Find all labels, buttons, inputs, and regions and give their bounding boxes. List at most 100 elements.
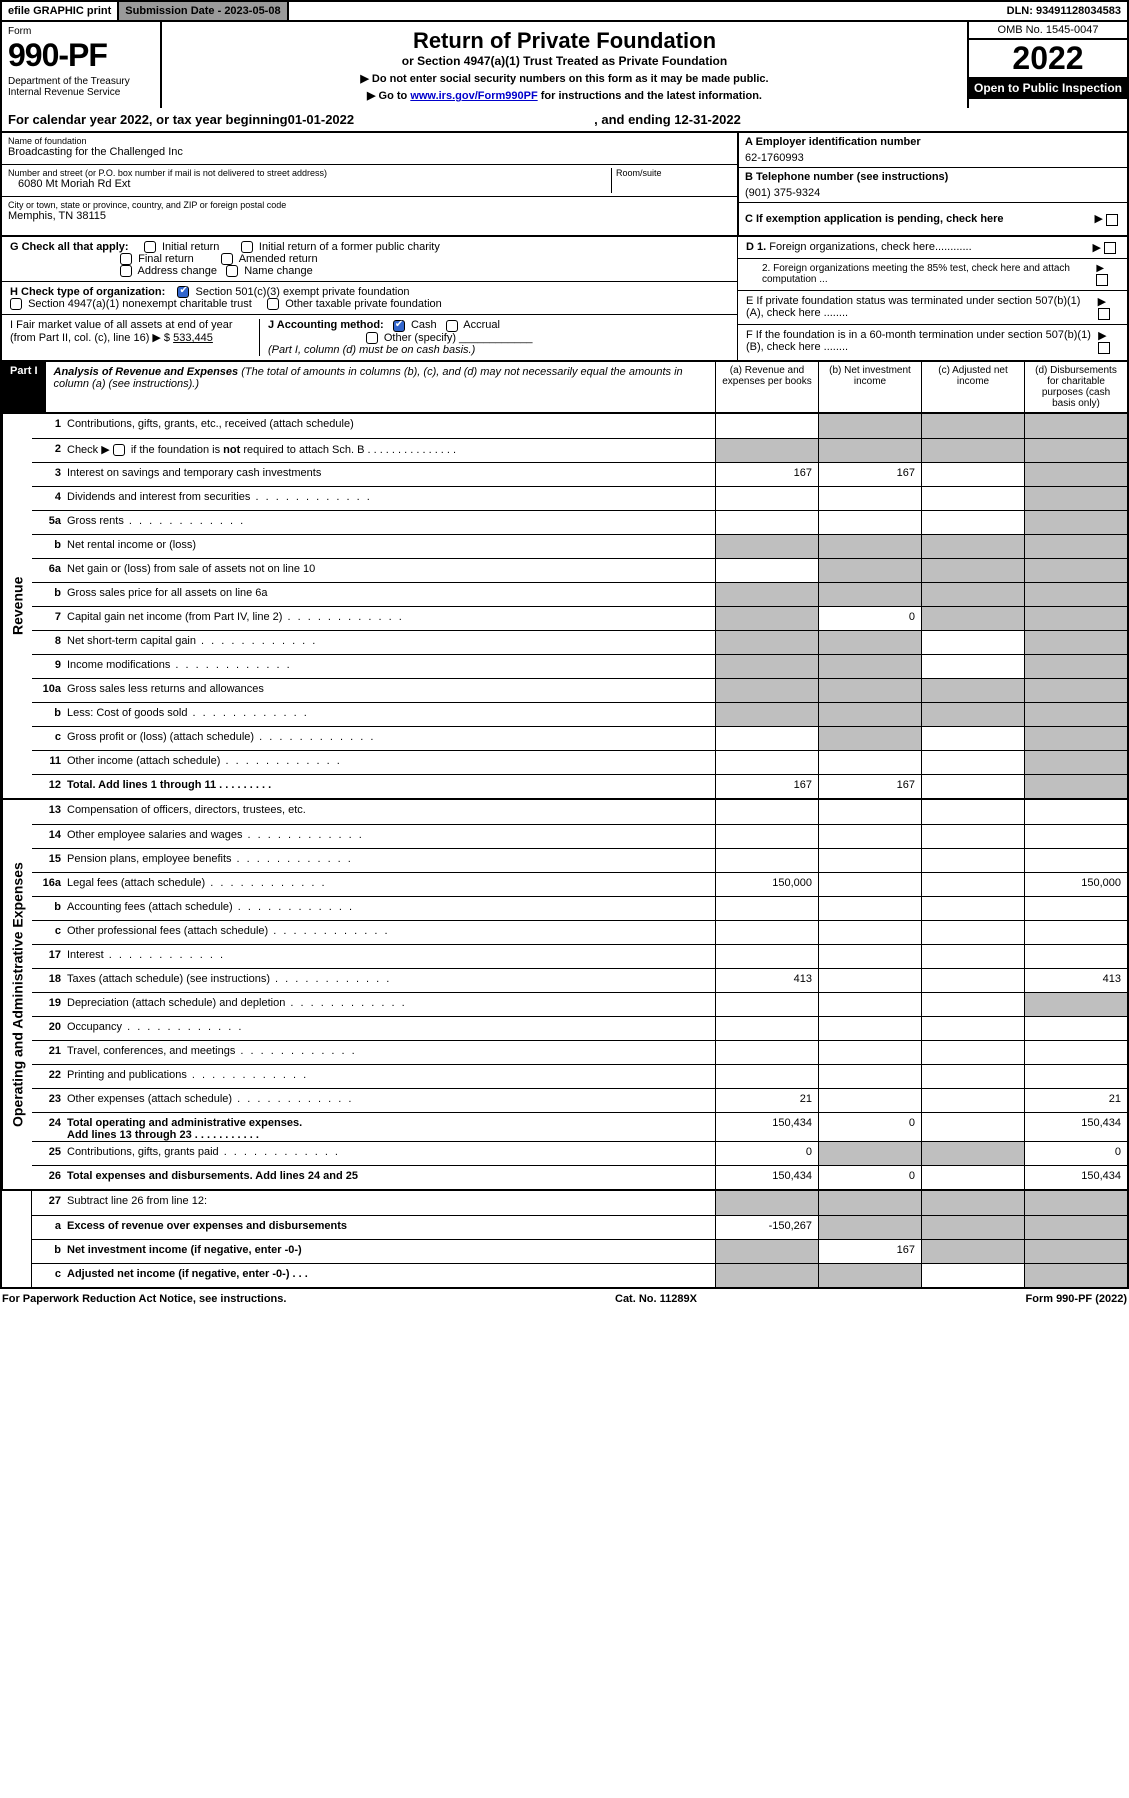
r3-b: 167 (818, 463, 921, 486)
foundation-name: Broadcasting for the Challenged Inc (8, 146, 731, 158)
part1-label: Part I (2, 362, 46, 412)
schb-checkbox[interactable] (113, 444, 125, 456)
row-27: Subtract line 26 from line 12: (67, 1191, 715, 1215)
efile-label: efile GRAPHIC print (2, 2, 119, 20)
g-final-checkbox[interactable] (120, 253, 132, 265)
j-note: (Part I, column (d) must be on cash basi… (268, 344, 475, 356)
row-13: Compensation of officers, directors, tru… (67, 800, 715, 824)
row-1: Contributions, gifts, grants, etc., rece… (67, 414, 715, 438)
h-501c3-checkbox[interactable] (177, 286, 189, 298)
row-7: Capital gain net income (from Part IV, l… (67, 607, 715, 630)
row-27a: Excess of revenue over expenses and disb… (67, 1216, 715, 1239)
addr-label: Number and street (or P.O. box number if… (8, 168, 611, 178)
row-4: Dividends and interest from securities (67, 487, 715, 510)
j-other-checkbox[interactable] (366, 332, 378, 344)
revenue-table: Revenue 1Contributions, gifts, grants, e… (0, 414, 1129, 800)
h-4947-checkbox[interactable] (10, 298, 22, 310)
omb-number: OMB No. 1545-0047 (969, 22, 1127, 40)
irs-label: Internal Revenue Service (8, 87, 154, 98)
d1-label: D 1. Foreign organizations, check here..… (746, 241, 972, 254)
cal-pre: For calendar year 2022, or tax year begi… (8, 112, 288, 127)
g-addr: Address change (137, 265, 217, 277)
street-address: 6080 Mt Moriah Rd Ext (8, 178, 611, 190)
calendar-year-row: For calendar year 2022, or tax year begi… (0, 108, 1129, 133)
col-d-head: (d) Disbursements for charitable purpose… (1024, 362, 1127, 412)
d2-label: 2. Foreign organizations meeting the 85%… (746, 263, 1096, 286)
row-17: Interest (67, 945, 715, 968)
row-25: Contributions, gifts, grants paid (67, 1142, 715, 1165)
d1-checkbox[interactable] (1104, 242, 1116, 254)
row-2: Check ▶ if the foundation is not require… (67, 439, 715, 462)
g-initial: Initial return (162, 241, 219, 253)
g-initial-checkbox[interactable] (144, 241, 156, 253)
ein-label: A Employer identification number (745, 136, 1121, 148)
cal-begin: 01-01-2022 (288, 112, 355, 127)
r27a-a: -150,267 (715, 1216, 818, 1239)
col-b-head: (b) Net investment income (818, 362, 921, 412)
g-amended: Amended return (239, 253, 318, 265)
row-27b: Net investment income (if negative, ente… (67, 1240, 715, 1263)
row-8: Net short-term capital gain (67, 631, 715, 654)
c-label: C If exemption application is pending, c… (745, 213, 1004, 225)
row-14: Other employee salaries and wages (67, 825, 715, 848)
g-initial-former: Initial return of a former public charit… (259, 241, 440, 253)
h-label: H Check type of organization: (10, 286, 165, 298)
g-addr-checkbox[interactable] (120, 265, 132, 277)
row-9: Income modifications (67, 655, 715, 678)
row-18: Taxes (attach schedule) (see instruction… (67, 969, 715, 992)
row-21: Travel, conferences, and meetings (67, 1041, 715, 1064)
g-name-checkbox[interactable] (226, 265, 238, 277)
row-6a: Net gain or (loss) from sale of assets n… (67, 559, 715, 582)
instr-goto-pre: ▶ Go to (367, 90, 410, 102)
r18-a: 413 (715, 969, 818, 992)
form-url-link[interactable]: www.irs.gov/Form990PF (410, 90, 537, 102)
opex-side-label: Operating and Administrative Expenses (2, 800, 32, 1189)
part1-title: Analysis of Revenue and Expenses (54, 366, 239, 378)
r16a-d: 150,000 (1024, 873, 1127, 896)
r18-d: 413 (1024, 969, 1127, 992)
d2-checkbox[interactable] (1096, 274, 1108, 286)
h-other-checkbox[interactable] (267, 298, 279, 310)
g-initial-former-checkbox[interactable] (241, 241, 253, 253)
g-amended-checkbox[interactable] (221, 253, 233, 265)
f-checkbox[interactable] (1098, 342, 1110, 354)
row-24: Total operating and administrative expen… (67, 1113, 715, 1141)
city-label: City or town, state or province, country… (8, 200, 731, 210)
r25-d: 0 (1024, 1142, 1127, 1165)
h-other: Other taxable private foundation (285, 298, 442, 310)
footer-left: For Paperwork Reduction Act Notice, see … (2, 1293, 286, 1305)
c-checkbox[interactable] (1106, 214, 1118, 226)
page-footer: For Paperwork Reduction Act Notice, see … (0, 1289, 1129, 1309)
form-header: Form 990-PF Department of the Treasury I… (0, 22, 1129, 108)
row-5b: Net rental income or (loss) (67, 535, 715, 558)
e-checkbox[interactable] (1098, 308, 1110, 320)
footer-cat: Cat. No. 11289X (615, 1293, 697, 1305)
j-accrual: Accrual (463, 319, 500, 331)
col-a-head: (a) Revenue and expenses per books (715, 362, 818, 412)
form-number: 990-PF (8, 37, 154, 74)
row-15: Pension plans, employee benefits (67, 849, 715, 872)
r12-b: 167 (818, 775, 921, 798)
checks-grid: G Check all that apply: Initial return I… (0, 237, 1129, 362)
instr-goto-post: for instructions and the latest informat… (538, 90, 762, 102)
footer-right: Form 990-PF (2022) (1026, 1293, 1128, 1305)
j-cash-checkbox[interactable] (393, 320, 405, 332)
row-19: Depreciation (attach schedule) and deple… (67, 993, 715, 1016)
row-26: Total expenses and disbursements. Add li… (67, 1166, 715, 1189)
room-label: Room/suite (616, 168, 731, 178)
g-name: Name change (244, 265, 313, 277)
r26-a: 150,434 (715, 1166, 818, 1189)
row-16a: Legal fees (attach schedule) (67, 873, 715, 896)
row-22: Printing and publications (67, 1065, 715, 1088)
row-10c: Gross profit or (loss) (attach schedule) (67, 727, 715, 750)
ein-value: 62-1760993 (745, 148, 1121, 164)
row-16c: Other professional fees (attach schedule… (67, 921, 715, 944)
submission-date: Submission Date - 2023-05-08 (119, 2, 288, 20)
j-other: Other (specify) (384, 332, 456, 344)
row-23: Other expenses (attach schedule) (67, 1089, 715, 1112)
instr-ssn: ▶ Do not enter social security numbers o… (168, 72, 961, 85)
dln: DLN: 93491128034583 (1001, 2, 1127, 20)
row-6b: Gross sales price for all assets on line… (67, 583, 715, 606)
r27b-b: 167 (818, 1240, 921, 1263)
j-accrual-checkbox[interactable] (446, 320, 458, 332)
